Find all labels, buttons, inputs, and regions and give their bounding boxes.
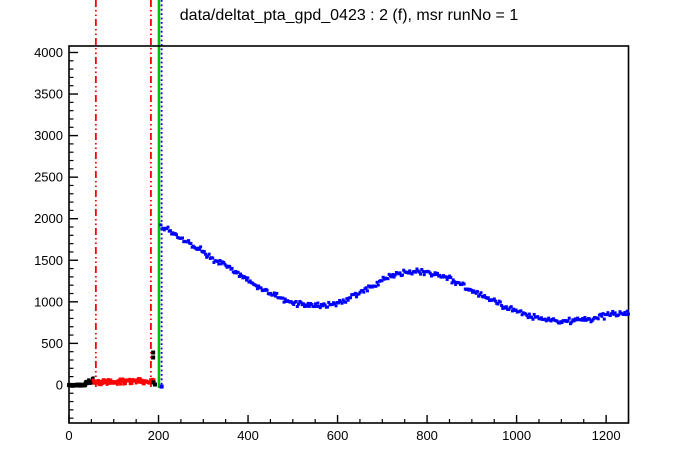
red-histogram-band xyxy=(91,376,156,387)
blue-histogram xyxy=(159,223,630,326)
x-tick-label: 200 xyxy=(148,428,170,443)
axes-frame-layer: 0 200 400 600 800 1000 1200 0 500 1000 1500 2000 250… xyxy=(34,45,630,443)
x-tick-label: 0 xyxy=(65,428,72,443)
x-tick-label: 600 xyxy=(327,428,349,443)
y-tick-label: 4000 xyxy=(34,45,63,60)
y-tick-label: 2500 xyxy=(34,170,63,185)
y-tick-label: 1000 xyxy=(34,294,63,309)
x-tick-label: 1000 xyxy=(502,428,531,443)
y-tick-label: 500 xyxy=(41,336,63,351)
y-tick-label: 2000 xyxy=(34,211,63,226)
x-tick-label: 800 xyxy=(416,428,438,443)
plot-frame xyxy=(68,45,630,424)
x-tick-label: 400 xyxy=(237,428,259,443)
chart-title: data/deltat_pta_gpd_0423 : 2 (f), msr ru… xyxy=(180,7,519,24)
blue-low-bin-point xyxy=(159,384,164,389)
marker-lines-layer xyxy=(94,0,163,388)
black-spike-points xyxy=(151,350,157,387)
black-histogram-start xyxy=(67,382,88,388)
y-tick-label: 0 xyxy=(56,377,63,392)
y-tick-label: 3500 xyxy=(34,87,63,102)
data-points-layer xyxy=(67,223,630,389)
y-tick-label: 3000 xyxy=(34,128,63,143)
x-tick-label: 1200 xyxy=(592,428,621,443)
y-tick-label: 1500 xyxy=(34,253,63,268)
